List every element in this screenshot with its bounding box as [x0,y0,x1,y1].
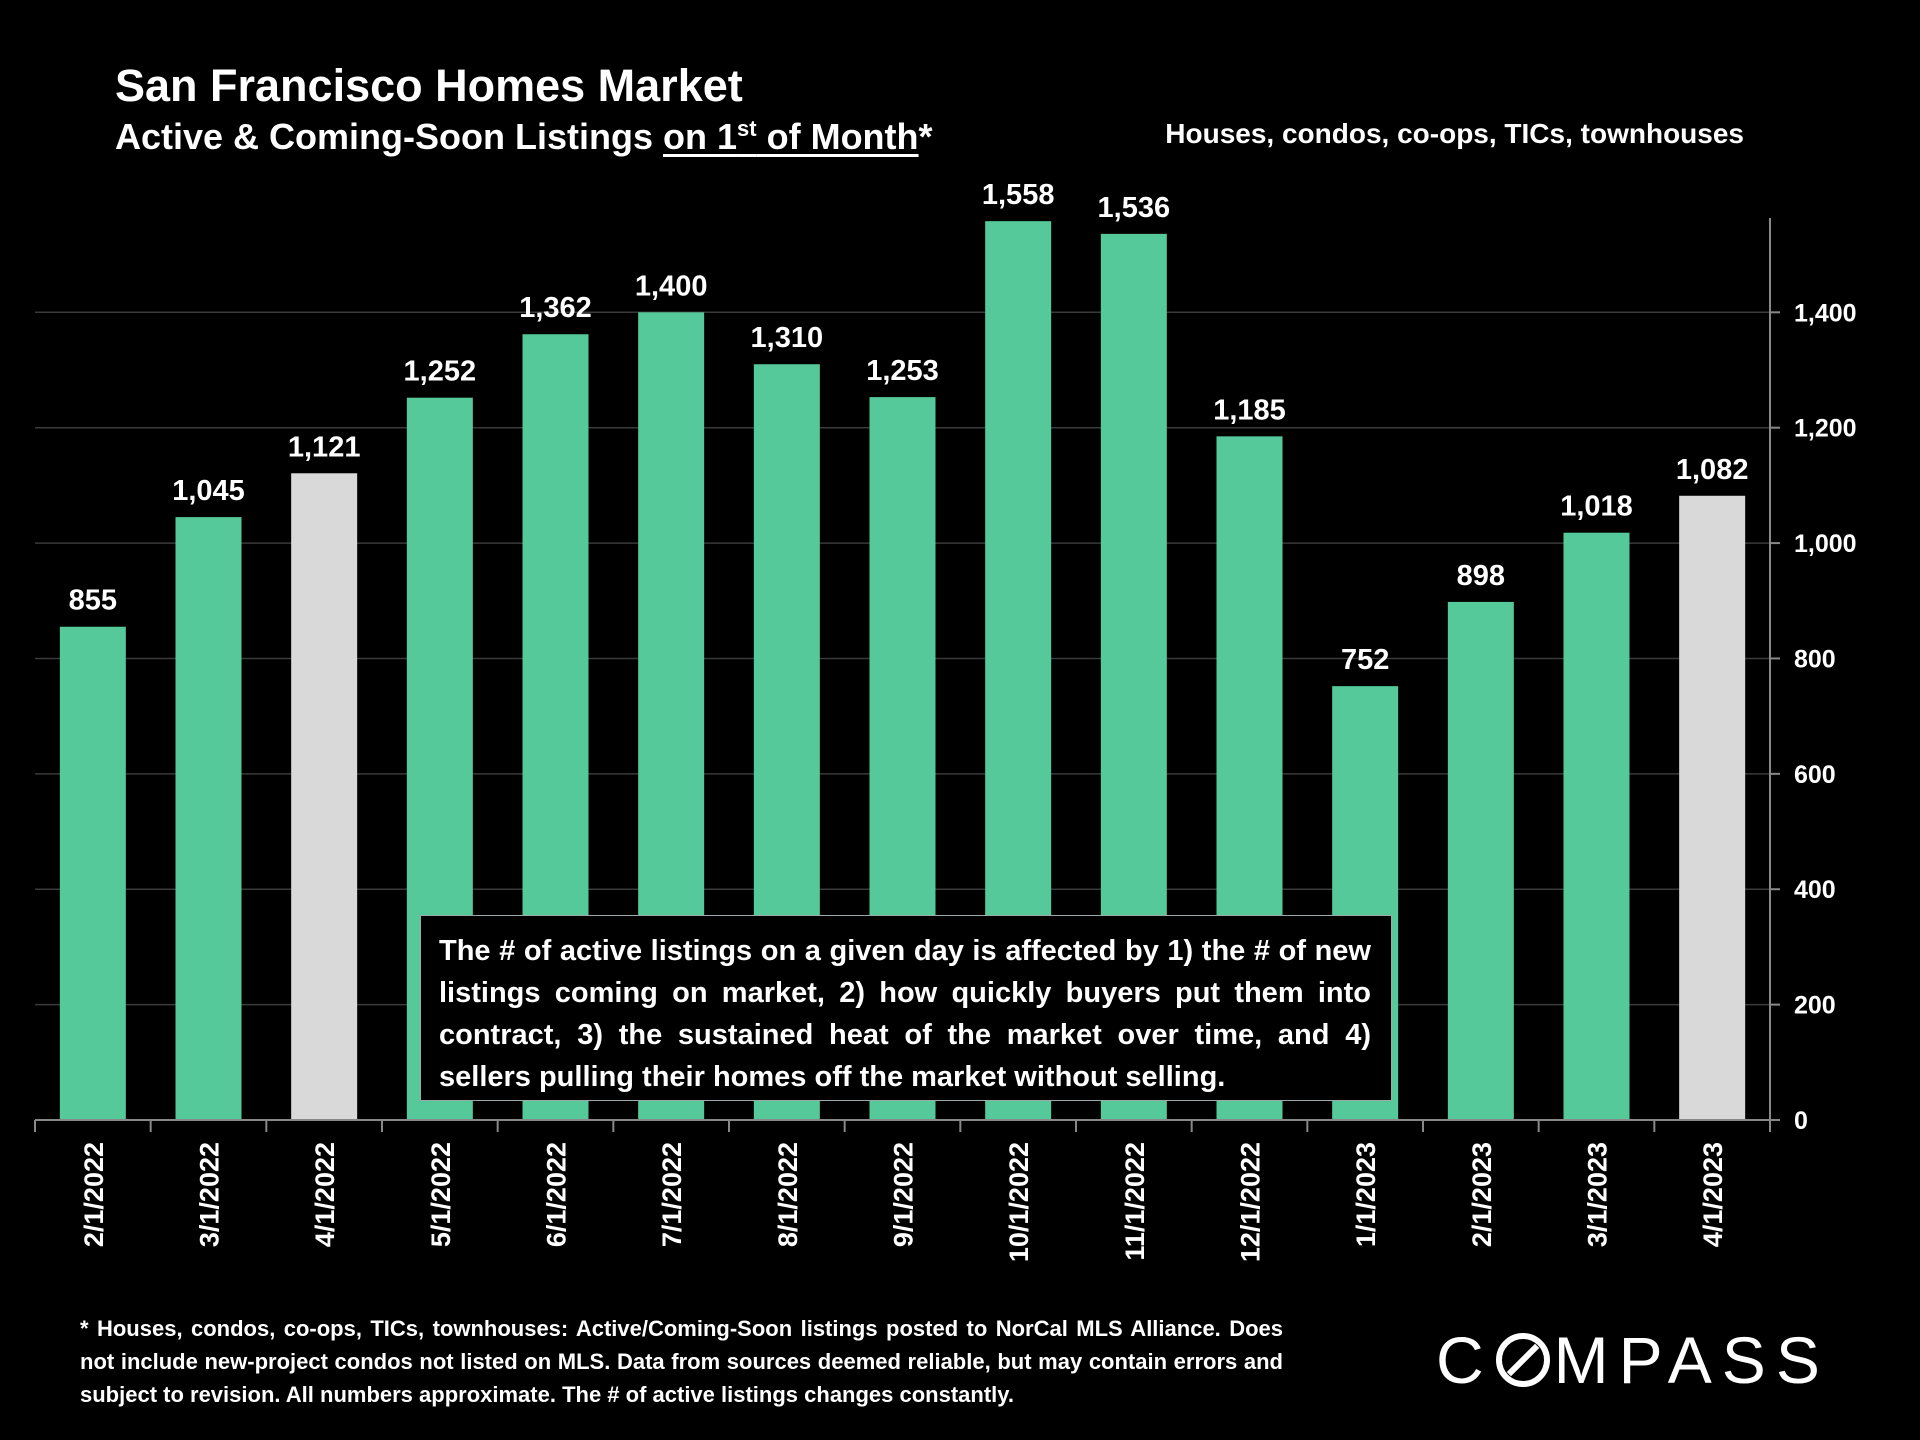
value-label: 898 [1457,560,1505,592]
x-tick-label: 9/1/2022 [889,1142,919,1247]
y-tick-label: 800 [1794,645,1836,673]
bar [175,517,242,1120]
x-tick-label: 10/1/2022 [1004,1142,1034,1262]
logo-letters: MPASS [1553,1323,1830,1397]
value-label: 855 [69,585,117,617]
logo-letter-c: C [1436,1323,1494,1397]
y-tick-label: 1,400 [1794,299,1857,327]
scope-label: Houses, condos, co-ops, TICs, townhouses [1165,118,1744,149]
x-tick-label: 3/1/2022 [195,1142,225,1247]
value-label: 1,400 [635,270,708,302]
subtitle-text: Active & Coming-Soon Listings [115,116,664,157]
footnote: * Houses, condos, co-ops, TICs, townhous… [80,1316,1283,1407]
bar [1447,601,1514,1120]
value-label: 1,253 [866,355,939,387]
logo-ring-icon [1495,1333,1550,1387]
x-tick-label: 8/1/2022 [773,1142,803,1247]
value-label: 1,045 [172,475,245,507]
x-tick-label: 12/1/2022 [1236,1142,1266,1262]
value-label: 1,121 [288,431,361,463]
bar [59,626,126,1120]
x-tick-label: 11/1/2022 [1120,1142,1150,1261]
value-label: 1,252 [404,356,477,388]
x-tick-label: 4/1/2022 [310,1142,340,1247]
x-tick-labels: 2/1/2022 3/1/2022 4/1/2022 5/1/2022 6/1/2022… [79,1142,1728,1262]
subtitle-underlined: on 1st of Month [663,116,919,157]
value-label: 1,362 [519,292,592,324]
chart-title: San Francisco Homes Market [115,60,743,111]
bar [291,473,358,1120]
y-tick-label: 0 [1794,1107,1808,1135]
x-tick-label: 5/1/2022 [426,1142,456,1247]
y-tick-label: 200 [1794,992,1836,1020]
subtitle-of-month: of Month [756,116,919,157]
annotation-box: The # of active listings on a given day … [420,915,1392,1101]
value-labels: 855 1,045 1,121 1,252 1,362 1,400 1,310 1,253 1,… [69,179,1749,676]
x-tick-label: 7/1/2022 [657,1142,687,1247]
bar [1679,495,1746,1120]
value-label: 1,082 [1676,454,1749,486]
x-tick-label: 2/1/2023 [1467,1142,1497,1247]
y-tick-labels: 0 200 400 600 800 1,000 1,200 1,400 [1794,299,1857,1135]
x-tick-label: 4/1/2023 [1698,1142,1728,1247]
axes [34,218,1780,1132]
x-tick-label: 1/1/2023 [1351,1142,1381,1247]
x-tick-label: 6/1/2022 [542,1142,572,1247]
subtitle-superscript: st [737,116,757,141]
x-tick-label: 2/1/2022 [79,1142,109,1247]
y-tick-label: 1,200 [1794,415,1857,443]
bar [1563,532,1630,1120]
value-label: 1,558 [982,179,1055,211]
x-tick-label: 3/1/2023 [1583,1142,1613,1247]
y-tick-label: 1,000 [1794,530,1857,558]
value-label: 1,310 [751,322,824,354]
y-tick-label: 600 [1794,761,1836,789]
compass-logo: C MPASS [1436,1322,1830,1398]
chart-subtitle: Active & Coming-Soon Listings on 1st of … [115,116,933,158]
value-label: 1,185 [1213,394,1286,426]
value-label: 752 [1341,644,1389,676]
subtitle-on-first: on 1 [663,116,738,157]
y-tick-label: 400 [1794,876,1836,904]
value-label: 1,018 [1560,491,1633,523]
subtitle-asterisk: * [918,116,933,157]
value-label: 1,536 [1098,192,1171,224]
